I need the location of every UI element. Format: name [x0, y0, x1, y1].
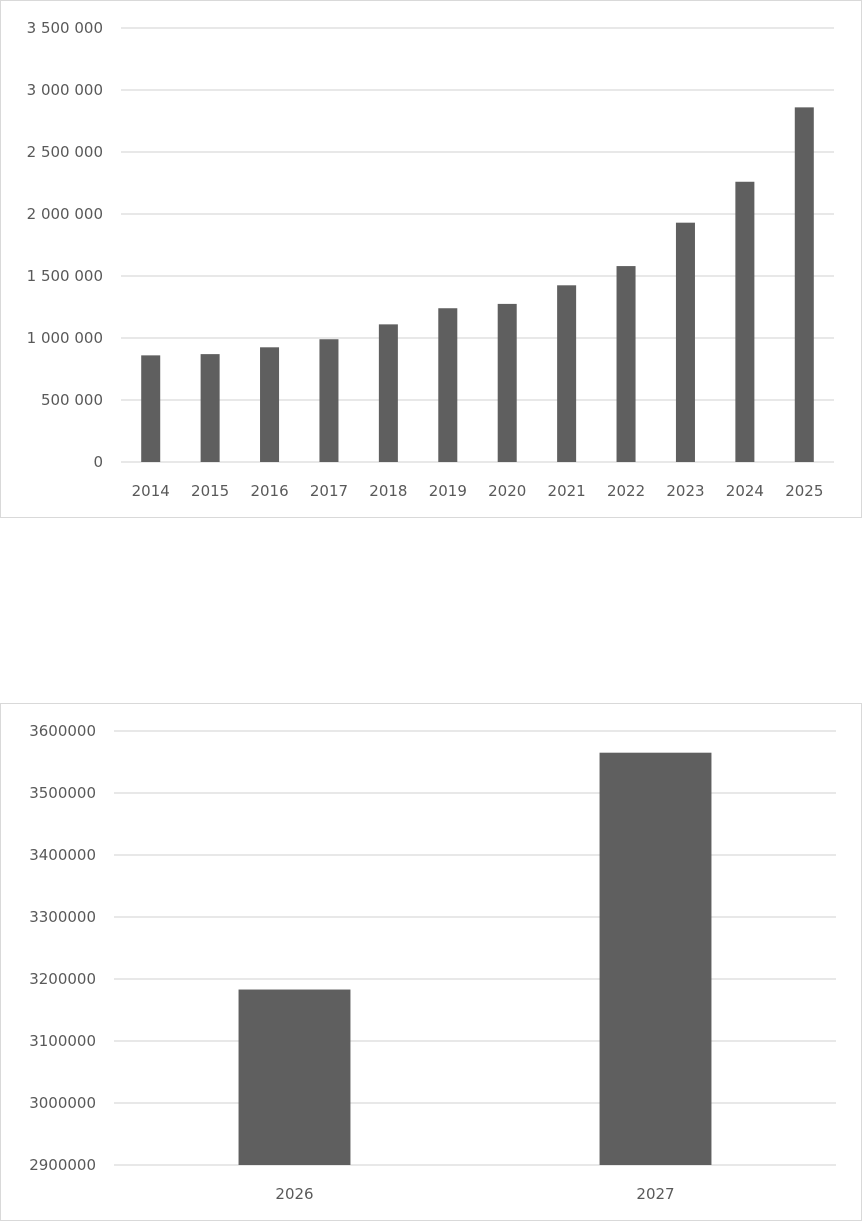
annual-bar-2016: [260, 347, 280, 462]
forecast-y-tick-label: 3400000: [29, 846, 96, 864]
annual-y-tick-label: 1 000 000: [27, 329, 103, 347]
annual-bar-2024: [735, 181, 755, 462]
annual-x-tick-label: 2024: [726, 482, 764, 500]
chart-annual: 0 500 000 1 000 000 1 500 000 2 000 000 2 500…: [0, 0, 862, 518]
forecast-y-tick-label: 3300000: [29, 908, 96, 926]
annual-y-tick-label: 2 000 000: [27, 205, 103, 223]
annual-bar-2015: [200, 354, 220, 462]
annual-x-tick-label: 2022: [607, 482, 645, 500]
forecast-y-tick-label: 3000000: [29, 1094, 96, 1112]
forecast-y-tick-label: 2900000: [29, 1156, 96, 1174]
forecast-x-tick-label: 2026: [275, 1185, 313, 1203]
annual-y-tick-label: 500 000: [41, 391, 103, 409]
chart-forecast-plot: 2900000 3000000 3100000 3200000 3300000 34000…: [29, 722, 836, 1203]
annual-x-tick-label: 2015: [191, 482, 229, 500]
annual-x-tick-label: 2025: [785, 482, 823, 500]
annual-x-tick-label: 2020: [488, 482, 526, 500]
annual-y-tick-label: 0: [93, 453, 103, 471]
annual-bar-2022: [616, 266, 636, 462]
annual-y-tick-label: 2 500 000: [27, 143, 103, 161]
annual-x-tick-label: 2018: [369, 482, 407, 500]
annual-y-tick-label: 3 000 000: [27, 81, 103, 99]
forecast-y-tick-label: 3600000: [29, 722, 96, 740]
chart-annual-plot: 0 500 000 1 000 000 1 500 000 2 000 000 2 500…: [27, 19, 834, 500]
forecast-bar-2027: [599, 752, 712, 1165]
forecast-bar-2026: [238, 989, 351, 1165]
annual-bar-2021: [557, 285, 577, 462]
annual-y-tick-label: 3 500 000: [27, 19, 103, 37]
annual-x-tick-label: 2016: [250, 482, 288, 500]
annual-y-tick-label: 1 500 000: [27, 267, 103, 285]
annual-bar-2014: [141, 355, 161, 462]
annual-bar-2019: [438, 308, 458, 462]
annual-x-tick-label: 2019: [429, 482, 467, 500]
annual-bar-2018: [378, 324, 398, 462]
annual-x-tick-label: 2021: [548, 482, 586, 500]
forecast-x-tick-label: 2027: [636, 1185, 674, 1203]
forecast-y-tick-label: 3200000: [29, 970, 96, 988]
annual-bar-2020: [497, 303, 517, 462]
forecast-y-tick-label: 3100000: [29, 1032, 96, 1050]
forecast-y-tick-label: 3500000: [29, 784, 96, 802]
chart-forecast: 2900000 3000000 3100000 3200000 3300000 34000…: [0, 703, 862, 1221]
annual-x-tick-label: 2017: [310, 482, 348, 500]
annual-bar-2025: [794, 107, 814, 463]
annual-bar-2023: [675, 222, 695, 462]
annual-bar-2017: [319, 339, 339, 462]
annual-x-tick-label: 2014: [132, 482, 170, 500]
annual-x-tick-label: 2023: [666, 482, 704, 500]
